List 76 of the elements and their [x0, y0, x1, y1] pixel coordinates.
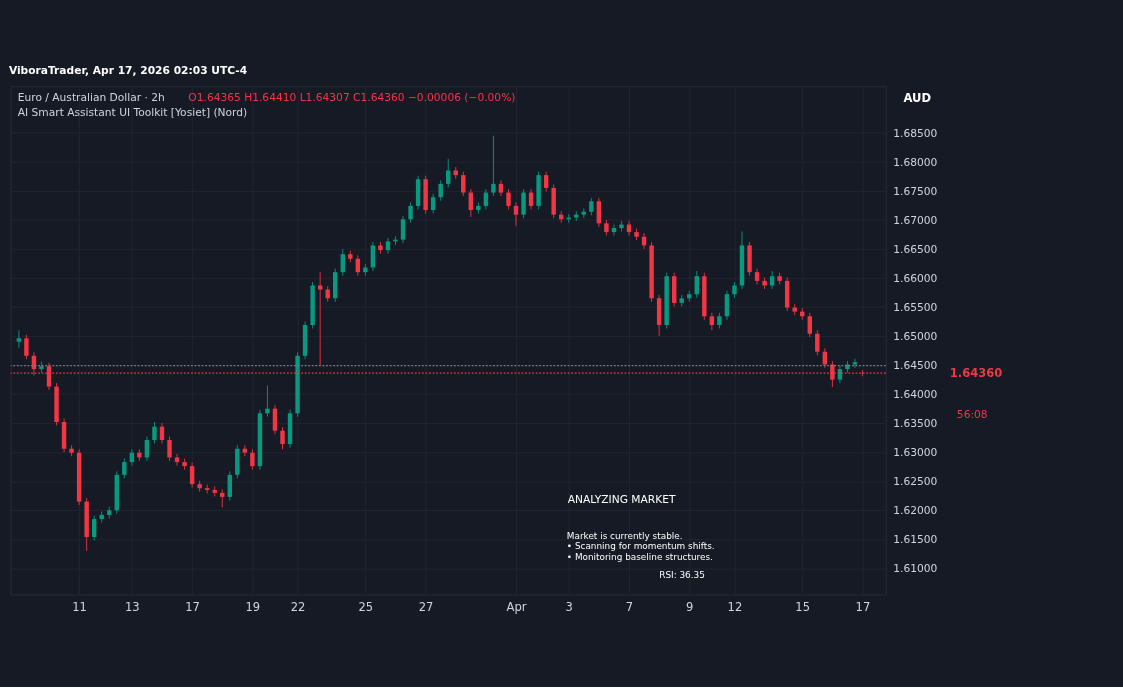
annotation: Market is currently stable.: [566, 530, 683, 541]
y-tick-label: 1.67000: [893, 213, 938, 227]
x-tick-label: 27: [418, 599, 434, 614]
x-tick-label: 3: [565, 599, 573, 614]
candlestick: [265, 384, 270, 418]
text: AI Smart Assistant UI Toolkit [Yosiet] (Nord): [17, 105, 248, 119]
annotation: • Scanning for momentum shifts.: [566, 541, 715, 552]
candlestick: [807, 312, 812, 338]
candlestick: [385, 237, 391, 255]
y-tick-label: 1.63500: [893, 417, 938, 431]
text: ViboraTrader, Apr 17, 2026 02:03 UTC-4: [8, 63, 248, 77]
y-tick-label: 1.61000: [893, 562, 938, 576]
candlestick: [272, 404, 278, 435]
candlestick: [491, 135, 496, 197]
candlestick: [227, 470, 232, 501]
ref-line-label: 1.64360: [949, 365, 1003, 380]
y-tick-label: 1.68500: [893, 126, 938, 140]
candlestick: [122, 458, 127, 479]
y-tick-label: 1.64000: [893, 388, 938, 402]
candlestick: [521, 188, 526, 219]
text: 56:08: [956, 407, 988, 421]
candlestick: [513, 202, 519, 227]
candlestick: [498, 179, 504, 197]
x-tick-label: 22: [290, 599, 306, 614]
candlestick: [167, 436, 172, 462]
candlestick: [16, 329, 22, 349]
candlestick: [596, 197, 602, 228]
candlestick: [815, 329, 820, 356]
candlestick: [438, 179, 443, 202]
x-tick-label: 19: [245, 599, 261, 614]
candlestick: [694, 270, 700, 299]
candlestick: [709, 312, 715, 331]
y-axis-title: AUD: [903, 91, 932, 106]
x-tick-label: 9: [686, 599, 694, 614]
x-tick-label: 17: [855, 599, 871, 614]
candlestick: [769, 270, 775, 290]
y-tick-label: 1.64500: [893, 359, 938, 373]
y-tick-label: 1.65500: [893, 300, 938, 314]
annotation: • Monitoring baseline structures.: [566, 551, 713, 562]
candlestick: [506, 188, 511, 210]
y-tick-label: 1.65000: [893, 330, 938, 344]
candlestick: [340, 248, 345, 277]
x-tick-label: 17: [185, 599, 200, 614]
candlestick: [152, 421, 157, 444]
candlestick: [400, 215, 406, 244]
candlestick: [430, 193, 436, 214]
candlestick: [91, 515, 97, 541]
x-tick-label: 13: [124, 599, 140, 614]
y-tick-label: 1.68000: [893, 155, 938, 169]
y-tick-label: 1.61500: [893, 533, 938, 547]
annotation: ANALYZING MARKET: [567, 492, 676, 506]
y-tick-label: 1.66000: [893, 271, 938, 285]
candlestick: [543, 171, 549, 192]
chart-title: Euro / Australian Dollar · 2h: [17, 90, 165, 104]
y-tick-label: 1.63000: [893, 446, 938, 460]
candlestick: [280, 426, 285, 450]
annotation: RSI: 36.35: [659, 569, 705, 580]
candlestick: [724, 290, 730, 321]
candlestick: [250, 448, 255, 471]
annotation: O1.64365 H1.64410 L1.64307 C1.64360 −0.00006 (−0.00%): [188, 90, 516, 104]
y-tick-label: 1.67500: [893, 184, 938, 198]
candlestick: [461, 171, 466, 197]
candlestick: [370, 241, 376, 272]
candlestick: [189, 462, 195, 489]
x-tick-label: 11: [72, 599, 87, 614]
candlestick: [174, 453, 180, 466]
y-tick-label: 1.62000: [893, 504, 938, 518]
x-tick-label: Apr: [506, 599, 527, 614]
candlestick: [24, 334, 29, 360]
y-tick-label: 1.66500: [893, 242, 938, 256]
x-tick-label: 12: [727, 599, 743, 614]
x-tick-label: 7: [625, 599, 634, 614]
candlestick: [408, 202, 413, 224]
x-tick-label: 15: [795, 599, 811, 614]
y-tick-label: 1.62500: [893, 475, 938, 489]
x-tick-label: 25: [358, 599, 374, 614]
